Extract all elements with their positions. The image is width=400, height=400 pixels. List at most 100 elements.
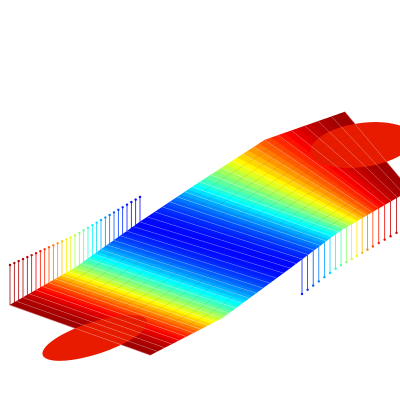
mesh-line (79, 150, 378, 331)
stem-tip (26, 255, 29, 259)
stem-tip (328, 271, 332, 275)
stem-tip (65, 238, 68, 241)
mesh-line (61, 275, 208, 326)
mesh-line (133, 226, 284, 274)
mesh-line (254, 146, 367, 216)
stem-tip (69, 236, 72, 239)
stem-tip (43, 248, 46, 251)
stem-tip (13, 261, 16, 265)
stem-tip (323, 276, 326, 279)
stem-tip (99, 218, 103, 222)
stem-tip (350, 257, 353, 261)
mesh-line (29, 293, 172, 345)
mesh-line (210, 174, 344, 229)
stem-tip (121, 206, 124, 209)
mesh-line (221, 167, 350, 226)
stem-tip (104, 216, 107, 219)
hot-spot (310, 122, 400, 168)
mesh-line (138, 185, 400, 352)
mesh-line (114, 170, 394, 343)
mesh-line (126, 176, 400, 347)
stem-tip (339, 264, 343, 267)
mesh-line (107, 244, 257, 294)
hot-spot (42, 315, 148, 361)
stem-tip (366, 248, 369, 251)
mesh-line (291, 130, 385, 205)
mesh-line (113, 240, 263, 289)
mesh-line (42, 286, 187, 337)
mesh-line (48, 282, 194, 334)
mesh-line (81, 263, 229, 314)
mesh-line (318, 121, 398, 198)
stem-tip (300, 292, 304, 296)
mesh-line (94, 253, 243, 304)
mesh-line (169, 201, 315, 251)
stem-tip (312, 284, 315, 287)
mesh-line (147, 216, 297, 264)
stem-tip (82, 229, 85, 232)
stem-tip (334, 267, 337, 270)
ribbon-surface (9, 111, 400, 361)
stem-tip (395, 231, 398, 235)
stem-tip (47, 246, 51, 249)
mesh-line (44, 131, 362, 318)
mesh-line (16, 301, 158, 352)
mesh-line (331, 116, 400, 191)
mesh-line (68, 144, 373, 327)
stem-tip (56, 242, 59, 245)
stem-tip (21, 257, 25, 261)
mesh-line (192, 186, 333, 237)
mesh-line (87, 258, 236, 309)
stem-tip (355, 254, 359, 258)
stem-tip (34, 252, 38, 255)
stem-tip (383, 238, 386, 241)
mesh-line (154, 211, 303, 260)
mesh-line (68, 271, 215, 322)
stems (8, 195, 398, 305)
stem-tip (134, 198, 137, 201)
mesh-line (344, 111, 400, 179)
stem-tip (317, 280, 320, 283)
stem-tip (95, 221, 98, 224)
mesh-line (184, 191, 327, 242)
mesh-line (232, 160, 356, 223)
stem-tip (78, 231, 81, 235)
mesh-lines (9, 111, 400, 356)
stem-tip (52, 244, 55, 247)
mesh-line (35, 289, 179, 341)
mesh-line (33, 124, 356, 314)
mesh-line (243, 153, 361, 219)
mesh-line (126, 230, 277, 279)
mesh-line (74, 267, 223, 319)
stem-tip (60, 240, 64, 243)
stem-tip (345, 260, 348, 264)
stem-tip (30, 253, 33, 257)
stem-tip (86, 226, 90, 229)
stem-tip (117, 208, 120, 212)
mesh-line (103, 163, 389, 339)
stem-tip (389, 235, 392, 238)
stem-tip (8, 263, 12, 267)
stem-tip (138, 195, 142, 199)
stem-tip (371, 245, 375, 248)
mesh-line (100, 249, 250, 299)
mesh-line (56, 137, 367, 322)
mesh-line (21, 118, 351, 310)
stem-tip (108, 213, 111, 217)
mesh-line (162, 206, 309, 255)
mesh-line (278, 135, 379, 209)
stem-tip (306, 288, 309, 291)
mesh-line (22, 297, 165, 348)
stem-tip (360, 251, 364, 254)
mesh-line (264, 139, 373, 213)
mesh-line (91, 157, 383, 335)
mesh-line (9, 304, 151, 356)
mesh-line (177, 196, 321, 246)
stem-tip (39, 250, 42, 253)
mesh-line (120, 235, 270, 284)
stem-tip (130, 200, 133, 204)
mesh-line (55, 278, 201, 330)
mesh-line (304, 125, 392, 202)
